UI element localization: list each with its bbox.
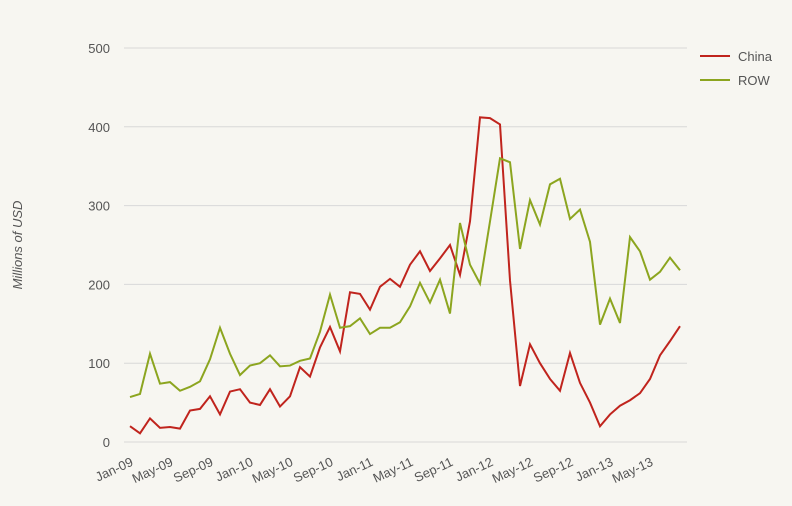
x-tick-label: May-12 [490, 454, 536, 486]
x-tick-label: Sep-10 [291, 454, 335, 485]
y-tick-label: 200 [88, 277, 110, 292]
x-tick-label: Jan-10 [213, 454, 255, 484]
y-tick-label: 500 [88, 41, 110, 56]
x-tick-label: Jan-11 [334, 454, 376, 484]
y-tick-label: 0 [103, 435, 110, 450]
legend-label: China [738, 49, 773, 64]
legend-label: ROW [738, 73, 771, 88]
y-axis-label: Millions of USD [10, 201, 25, 290]
x-tick-label: May-13 [610, 454, 656, 486]
x-tick-label: Jan-12 [453, 454, 495, 484]
x-tick-label: Sep-09 [171, 454, 215, 485]
y-tick-label: 300 [88, 199, 110, 214]
line-series [129, 156, 681, 399]
x-tick-label: May-09 [130, 454, 176, 486]
x-tick-label: Jan-09 [93, 454, 135, 484]
y-tick-label: 400 [88, 120, 110, 135]
line-series [129, 116, 681, 435]
x-tick-label: May-10 [250, 454, 296, 486]
x-tick-label: Sep-12 [531, 454, 575, 485]
x-tick-label: Sep-11 [412, 454, 455, 485]
y-tick-label: 100 [88, 356, 110, 371]
x-tick-label: Jan-13 [573, 454, 615, 484]
x-tick-label: May-11 [371, 454, 416, 486]
